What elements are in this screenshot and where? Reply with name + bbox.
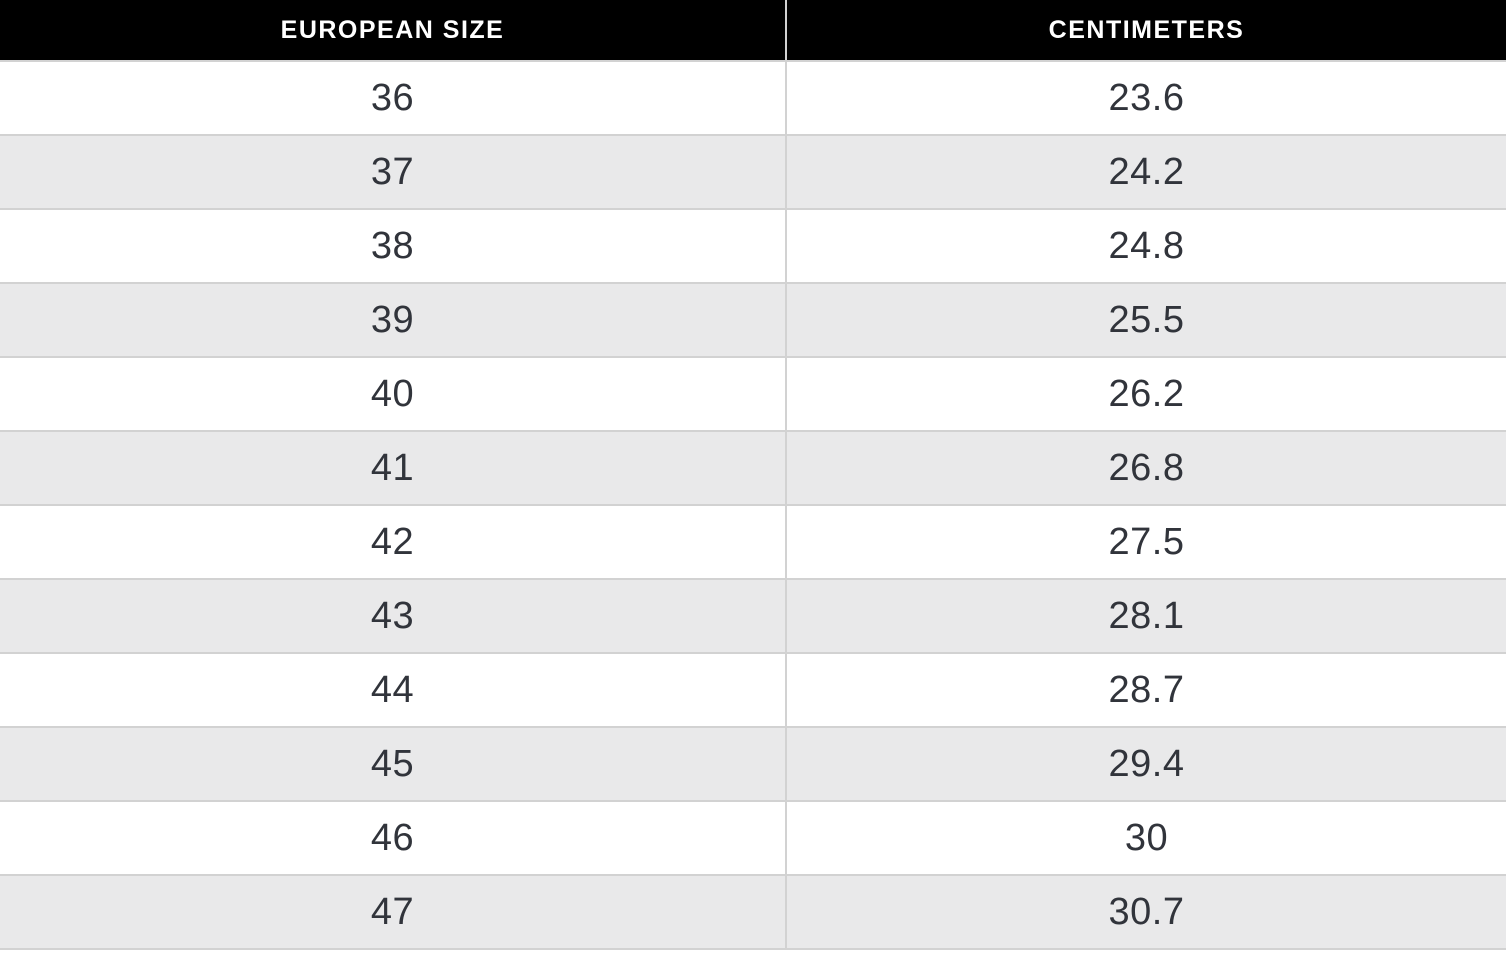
- table-row: 42 27.5: [0, 506, 1506, 580]
- table-row: 41 26.8: [0, 432, 1506, 506]
- table-body: 36 23.6 37 24.2 38 24.8 39 25.5 40 26.2 …: [0, 62, 1506, 950]
- table-row: 38 24.8: [0, 210, 1506, 284]
- table-row: 46 30: [0, 802, 1506, 876]
- cell-centimeters: 23.6: [1108, 76, 1185, 119]
- cell-european-size: 37: [0, 136, 787, 208]
- cell-centimeters: 25.5: [1108, 298, 1185, 341]
- column-header-european-size: EUROPEAN SIZE: [0, 0, 787, 60]
- cell-european-size: 47: [0, 876, 787, 948]
- table-row: 47 30.7: [0, 876, 1506, 950]
- table-row: 40 26.2: [0, 358, 1506, 432]
- table-row: 36 23.6: [0, 62, 1506, 136]
- cell-european-size: 40: [0, 358, 787, 430]
- cell-centimeters: 30: [1124, 816, 1169, 859]
- cell-centimeters: 29.4: [1108, 742, 1185, 785]
- cell-european-size: 39: [0, 284, 787, 356]
- cell-european-size: 46: [0, 802, 787, 874]
- cell-centimeters: 28.1: [1108, 594, 1185, 637]
- table-row: 43 28.1: [0, 580, 1506, 654]
- cell-centimeters: 28.7: [1108, 668, 1185, 711]
- cell-centimeters: 30.7: [1108, 890, 1185, 933]
- column-header-centimeters: CENTIMETERS: [1048, 15, 1245, 44]
- table-row: 39 25.5: [0, 284, 1506, 358]
- cell-centimeters: 26.2: [1108, 372, 1185, 415]
- cell-centimeters: 27.5: [1108, 520, 1185, 563]
- cell-european-size: 45: [0, 728, 787, 800]
- cell-european-size: 38: [0, 210, 787, 282]
- cell-european-size: 42: [0, 506, 787, 578]
- cell-european-size: 41: [0, 432, 787, 504]
- cell-european-size: 43: [0, 580, 787, 652]
- table-row: 37 24.2: [0, 136, 1506, 210]
- cell-european-size: 44: [0, 654, 787, 726]
- table-row: 44 28.7: [0, 654, 1506, 728]
- cell-european-size: 36: [0, 62, 787, 134]
- table-row: 45 29.4: [0, 728, 1506, 802]
- cell-centimeters: 24.8: [1108, 224, 1185, 267]
- cell-centimeters: 26.8: [1108, 446, 1185, 489]
- cell-centimeters: 24.2: [1108, 150, 1185, 193]
- table-header-row: EUROPEAN SIZE CENTIMETERS: [0, 0, 1506, 62]
